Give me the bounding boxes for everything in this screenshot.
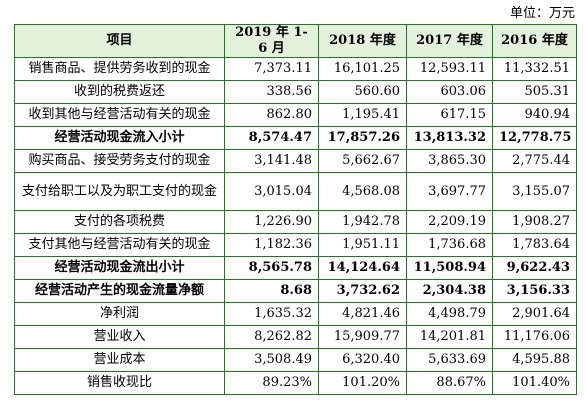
row-value: 12,778.75 (492, 126, 577, 150)
row-value: 1,942.78 (318, 210, 407, 234)
row-value: 338.56 (224, 80, 319, 104)
row-value: 560.60 (318, 80, 407, 104)
row-value: 3,865.30 (406, 149, 493, 173)
row-value: 862.80 (224, 103, 319, 127)
header-2019h1: 2019 年 1-6 月 (224, 24, 319, 58)
unit-label: 单位：万元 (509, 6, 575, 21)
row-label: 支付的各项税费 (14, 210, 225, 234)
table-row: 支付的各项税费 1,226.90 1,942.78 2,209.19 1,908.27 (14, 210, 577, 234)
row-value: 4,568.08 (318, 172, 407, 211)
row-value: 8,565.78 (224, 256, 319, 280)
row-label: 销售收现比 (14, 371, 225, 395)
row-label: 经营活动产生的现金流量净额 (14, 279, 225, 303)
table-row: 净利润 1,635.32 4,821.46 4,498.79 2,901.64 (14, 302, 577, 326)
row-value: 16,101.25 (318, 57, 407, 81)
table-row: 经营活动现金流入小计 8,574.47 17,857.26 13,813.32 12,7… (14, 126, 577, 150)
row-value: 940.94 (492, 103, 577, 127)
row-value: 5,662.67 (318, 149, 407, 173)
row-label: 经营活动现金流出小计 (14, 256, 225, 280)
row-value: 3,015.04 (224, 172, 319, 211)
row-label: 收到的税费返还 (14, 80, 225, 104)
row-value: 17,857.26 (318, 126, 407, 150)
row-value: 4,821.46 (318, 302, 407, 326)
row-value: 505.31 (492, 80, 577, 104)
row-label: 营业成本 (14, 348, 225, 372)
row-value: 15,909.77 (318, 325, 407, 349)
row-value: 2,304.38 (406, 279, 493, 303)
row-value: 8,574.47 (224, 126, 319, 150)
row-value: 603.06 (406, 80, 493, 104)
row-value: 1,635.32 (224, 302, 319, 326)
header-2018: 2018 年度 (318, 24, 407, 58)
row-value: 13,813.32 (406, 126, 493, 150)
row-value: 11,176.06 (492, 325, 577, 349)
row-value: 1,736.68 (406, 233, 493, 257)
cash-flow-table: 项目 2019 年 1-6 月 2018 年度 2017 年度 2016 年度 … (14, 24, 577, 395)
row-value: 6,320.40 (318, 348, 407, 372)
row-value: 617.15 (406, 103, 493, 127)
row-value: 88.67% (406, 371, 493, 395)
row-value: 14,201.81 (406, 325, 493, 349)
table-row: 经营活动现金流出小计 8,565.78 14,124.64 11,508.94 9,62… (14, 256, 577, 280)
row-value: 5,633.69 (406, 348, 493, 372)
row-value: 1,182.36 (224, 233, 319, 257)
table-header: 项目 2019 年 1-6 月 2018 年度 2017 年度 2016 年度 (14, 24, 577, 58)
row-value: 3,732.62 (318, 279, 407, 303)
row-value: 3,155.07 (492, 172, 577, 211)
row-value: 3,156.33 (492, 279, 577, 303)
table-row: 营业收入 8,262.82 15,909.77 14,201.81 11,176.06 (14, 325, 577, 349)
row-value: 1,226.90 (224, 210, 319, 234)
row-label: 收到其他与经营活动有关的现金 (14, 103, 225, 127)
row-value: 4,498.79 (406, 302, 493, 326)
row-value: 3,141.48 (224, 149, 319, 173)
row-value: 2,901.64 (492, 302, 577, 326)
row-value: 14,124.64 (318, 256, 407, 280)
row-label: 经营活动现金流入小计 (14, 126, 225, 150)
row-value: 8,262.82 (224, 325, 319, 349)
unit-line: 单位：万元 (0, 0, 585, 24)
row-value: 101.40% (492, 371, 577, 395)
row-value: 3,508.49 (224, 348, 319, 372)
row-value: 12,593.11 (406, 57, 493, 81)
row-label: 支付给职工以及为职工支付的现金 (14, 172, 225, 211)
row-value: 1,951.11 (318, 233, 407, 257)
table-row: 销售收现比 89.23% 101.20% 88.67% 101.40% (14, 371, 577, 395)
row-label: 营业收入 (14, 325, 225, 349)
row-label: 支付其他与经营活动有关的现金 (14, 233, 225, 257)
table-row: 收到的税费返还 338.56 560.60 603.06 505.31 (14, 80, 577, 104)
row-value: 89.23% (224, 371, 319, 395)
table-row: 支付给职工以及为职工支付的现金 3,015.04 4,568.08 3,697.77 3… (14, 172, 577, 211)
row-value: 1,783.64 (492, 233, 577, 257)
header-row: 项目 2019 年 1-6 月 2018 年度 2017 年度 2016 年度 (14, 24, 577, 58)
row-value: 1,195.41 (318, 103, 407, 127)
table-body: 销售商品、提供劳务收到的现金 7,373.11 16,101.25 12,593.11… (14, 57, 577, 395)
row-value: 101.20% (318, 371, 407, 395)
header-item: 项目 (14, 24, 225, 58)
row-value: 3,697.77 (406, 172, 493, 211)
row-value: 11,508.94 (406, 256, 493, 280)
row-label: 购买商品、接受劳务支付的现金 (14, 149, 225, 173)
row-value: 8.68 (224, 279, 319, 303)
row-label: 净利润 (14, 302, 225, 326)
table-row: 营业成本 3,508.49 6,320.40 5,633.69 4,595.88 (14, 348, 577, 372)
table-row: 经营活动产生的现金流量净额 8.68 3,732.62 2,304.38 3,156.3… (14, 279, 577, 303)
row-value: 4,595.88 (492, 348, 577, 372)
table-row: 支付其他与经营活动有关的现金 1,182.36 1,951.11 1,736.68 1,… (14, 233, 577, 257)
row-value: 2,209.19 (406, 210, 493, 234)
row-value: 11,332.51 (492, 57, 577, 81)
header-2017: 2017 年度 (406, 24, 493, 58)
row-value: 9,622.43 (492, 256, 577, 280)
header-2016: 2016 年度 (492, 24, 577, 58)
row-value: 2,775.44 (492, 149, 577, 173)
table-row: 购买商品、接受劳务支付的现金 3,141.48 5,662.67 3,865.30 2,… (14, 149, 577, 173)
row-value: 1,908.27 (492, 210, 577, 234)
row-label: 销售商品、提供劳务收到的现金 (14, 57, 225, 81)
row-value: 7,373.11 (224, 57, 319, 81)
table-row: 销售商品、提供劳务收到的现金 7,373.11 16,101.25 12,593.11… (14, 57, 577, 81)
table-row: 收到其他与经营活动有关的现金 862.80 1,195.41 617.15 940.94 (14, 103, 577, 127)
